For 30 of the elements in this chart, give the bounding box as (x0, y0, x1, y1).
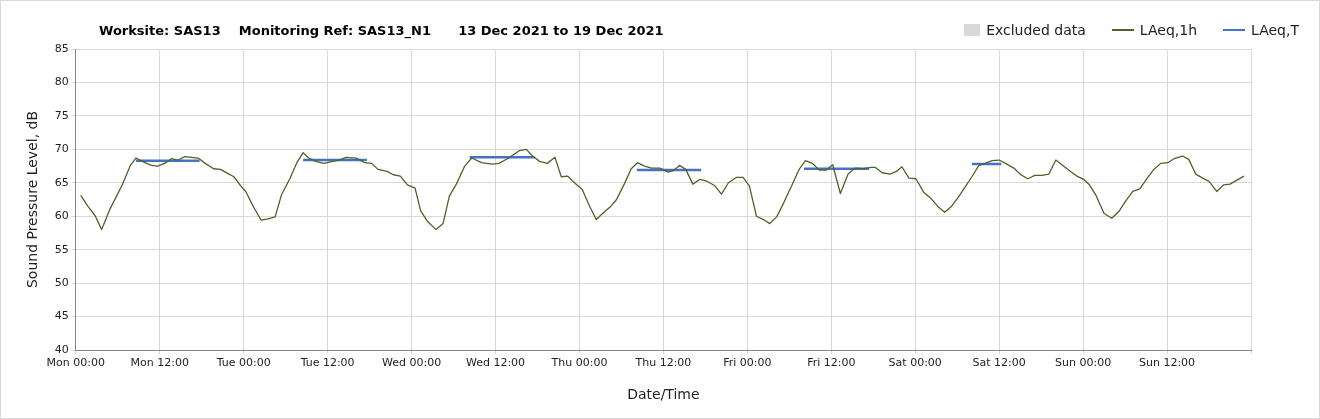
x-tick-label: Mon 12:00 (130, 356, 189, 370)
x-tick-label: Wed 12:00 (465, 356, 526, 370)
y-tick-label: 75 (54, 108, 69, 122)
y-tick-label: 60 (54, 209, 69, 223)
x-tick-label: Sat 12:00 (972, 356, 1026, 370)
y-tick-label: 70 (54, 142, 69, 156)
legend-label: LAeq,1h (1139, 22, 1198, 38)
x-axis-title: Date/Time (627, 386, 700, 403)
y-tick-label: 65 (54, 175, 69, 189)
x-tick-label: Sat 00:00 (888, 356, 942, 370)
y-tick-label: 50 (54, 275, 69, 289)
x-tick-label: Sun 12:00 (1138, 356, 1196, 370)
x-tick-label: Fri 12:00 (807, 356, 856, 370)
x-tick-label: Thu 00:00 (550, 356, 608, 370)
x-tick-label: Tue 12:00 (299, 356, 355, 370)
y-axis-title: Sound Pressure Level, dB (24, 110, 41, 289)
legend-label: LAeq,T (1251, 22, 1299, 38)
y-tick-label: 45 (54, 309, 69, 323)
x-tick-label: Wed 00:00 (381, 356, 442, 370)
legend-label: Excluded data (986, 22, 1086, 38)
y-tick-label: 40 (54, 342, 69, 356)
x-tick-label: Mon 00:00 (46, 356, 105, 370)
x-tick-label: Fri 00:00 (723, 356, 772, 370)
chart-title: Worksite: SAS13 Monitoring Ref: SAS13_N1 13 Dec 2021 to 19 Dec 2021 (99, 23, 664, 38)
y-tick-label: 85 (54, 41, 69, 55)
x-tick-label: Sun 00:00 (1055, 356, 1112, 370)
y-tick-label: 55 (54, 242, 69, 256)
x-tick-label: Thu 12:00 (634, 356, 692, 370)
x-tick-label: Tue 00:00 (215, 356, 271, 370)
y-tick-label: 80 (54, 75, 69, 89)
